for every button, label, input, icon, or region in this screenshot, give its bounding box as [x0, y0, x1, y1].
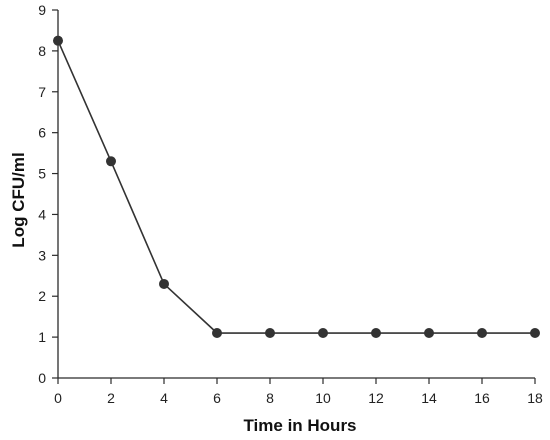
data-point [477, 328, 487, 339]
series-line [57, 40, 535, 334]
y-tick-label: 7 [38, 84, 46, 100]
y-tick-label: 4 [38, 206, 46, 222]
data-point [371, 328, 381, 339]
y-tick-label: 9 [38, 2, 46, 18]
y-ticks: 0 1 2 3 4 5 6 7 8 9 [38, 2, 58, 386]
data-point [53, 35, 63, 46]
y-tick-label: 6 [38, 125, 46, 141]
data-point [159, 278, 169, 289]
axes [57, 10, 535, 379]
x-tick-label: 10 [315, 390, 331, 406]
data-point [424, 328, 434, 339]
y-tick-label: 3 [38, 247, 46, 263]
data-point [265, 328, 275, 339]
y-tick-label: 5 [38, 166, 46, 182]
series [53, 35, 540, 339]
x-ticks: 0 2 4 6 8 10 12 14 16 18 [54, 378, 543, 406]
y-tick-label: 0 [38, 370, 46, 386]
x-axis-title: Time in Hours [243, 416, 356, 435]
x-tick-label: 2 [107, 390, 115, 406]
x-tick-label: 12 [368, 390, 384, 406]
y-tick-label: 8 [38, 43, 46, 59]
x-tick-label: 14 [421, 390, 437, 406]
x-tick-label: 16 [474, 390, 490, 406]
data-point [106, 156, 116, 167]
x-tick-label: 0 [54, 390, 62, 406]
y-axis-title: Log CFU/ml [9, 152, 28, 247]
x-tick-label: 8 [266, 390, 274, 406]
data-point [212, 328, 222, 339]
data-point [530, 328, 540, 339]
y-tick-label: 2 [38, 288, 46, 304]
data-point [318, 328, 328, 339]
y-tick-label: 1 [38, 329, 46, 345]
x-tick-label: 4 [160, 390, 168, 406]
x-tick-label: 18 [527, 390, 543, 406]
x-tick-label: 6 [213, 390, 221, 406]
